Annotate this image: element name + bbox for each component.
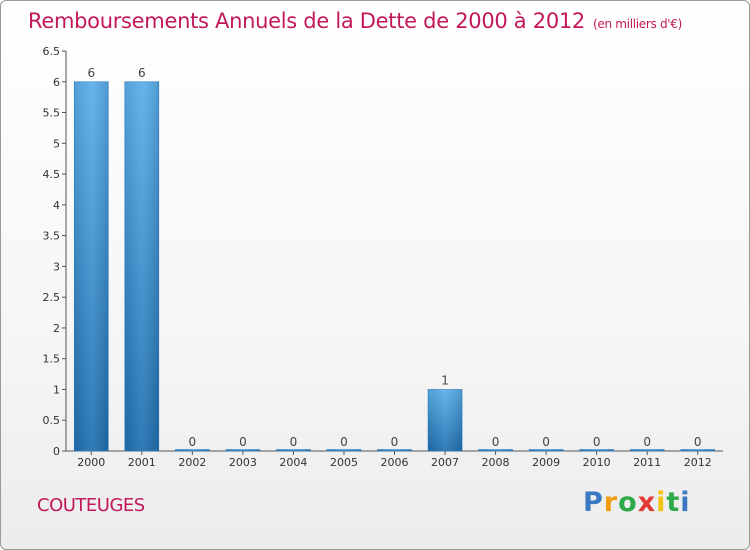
y-tick-label: 4 bbox=[53, 199, 60, 212]
bar-shade bbox=[276, 449, 311, 451]
y-tick-label: 3 bbox=[53, 260, 60, 273]
y-tick-label: 5 bbox=[53, 137, 60, 150]
bar-2003 bbox=[225, 449, 261, 452]
data-label: 6 bbox=[87, 66, 95, 80]
data-label: 0 bbox=[492, 435, 500, 449]
bar-shade bbox=[377, 449, 412, 451]
x-tick-label: 2003 bbox=[229, 456, 257, 469]
bar-shade bbox=[630, 449, 665, 451]
bar-2006 bbox=[377, 449, 412, 452]
x-tick-label: 2010 bbox=[583, 456, 611, 469]
bar-shade bbox=[326, 449, 361, 451]
y-tick-label: 2.5 bbox=[43, 291, 61, 304]
data-label: 1 bbox=[441, 373, 449, 387]
bar-2009 bbox=[528, 449, 564, 452]
x-tick-label: 2000 bbox=[77, 456, 105, 469]
chart-title: Remboursements Annuels de la Dette de 20… bbox=[28, 9, 682, 33]
x-tick-label: 2006 bbox=[381, 456, 409, 469]
data-label: 0 bbox=[593, 435, 601, 449]
logo-letter: x bbox=[637, 487, 657, 518]
y-tick-label: 1.5 bbox=[43, 353, 61, 366]
data-label: 0 bbox=[290, 435, 298, 449]
bar-2001 bbox=[124, 81, 160, 452]
data-label: 0 bbox=[542, 435, 550, 449]
logo-letter: i bbox=[656, 487, 667, 518]
x-tick-label: 2002 bbox=[178, 456, 206, 469]
logo-letter: r bbox=[603, 487, 619, 518]
x-tick-label: 2004 bbox=[279, 456, 307, 469]
bar-shade bbox=[529, 449, 564, 451]
bar-shade bbox=[175, 449, 210, 451]
logo-letter: t bbox=[666, 487, 681, 518]
y-tick-label: 6 bbox=[53, 76, 60, 89]
y-tick-label: 5.5 bbox=[43, 107, 61, 120]
y-tick-label: 0.5 bbox=[43, 414, 61, 427]
bar-2012 bbox=[680, 449, 716, 452]
bar-shade bbox=[478, 449, 513, 451]
bar-2005 bbox=[326, 449, 362, 452]
x-tick-label: 2012 bbox=[684, 456, 712, 469]
data-label: 0 bbox=[391, 435, 399, 449]
x-tick-label: 2011 bbox=[633, 456, 661, 469]
y-tick-label: 0 bbox=[53, 445, 60, 458]
proxiti-logo: Proxiti bbox=[583, 487, 691, 518]
x-tick-label: 2007 bbox=[431, 456, 459, 469]
bar-shade bbox=[124, 81, 159, 452]
data-label: 0 bbox=[340, 435, 348, 449]
data-label: 0 bbox=[239, 435, 247, 449]
data-label: 0 bbox=[189, 435, 197, 449]
data-label: 0 bbox=[694, 435, 702, 449]
bar-2002 bbox=[175, 449, 210, 452]
title-text: Remboursements Annuels de la Dette de 20… bbox=[28, 9, 585, 33]
x-tick-label: 2009 bbox=[532, 456, 560, 469]
bar-2010 bbox=[579, 449, 614, 452]
y-tick-label: 4.5 bbox=[43, 168, 61, 181]
y-tick-label: 6.5 bbox=[43, 45, 61, 58]
bar-shade bbox=[225, 449, 260, 451]
bar-2011 bbox=[629, 449, 665, 452]
commune-name: COUTEUGES bbox=[37, 495, 145, 516]
logo-letter: P bbox=[583, 487, 604, 518]
data-label: 0 bbox=[643, 435, 651, 449]
y-tick-label: 3.5 bbox=[43, 230, 61, 243]
bar-shade bbox=[680, 449, 715, 451]
bar-shade bbox=[428, 389, 463, 451]
logo-letter: i bbox=[680, 487, 691, 518]
y-tick-label: 2 bbox=[53, 322, 60, 335]
logo-letter: o bbox=[618, 487, 638, 518]
bar-shade bbox=[74, 81, 109, 452]
title-unit: (en milliers d'€) bbox=[593, 17, 683, 31]
bar-2007 bbox=[427, 389, 463, 452]
y-tick-label: 1 bbox=[53, 383, 60, 396]
data-label: 6 bbox=[138, 66, 146, 80]
x-tick-label: 2008 bbox=[482, 456, 510, 469]
bar-2004 bbox=[276, 449, 311, 452]
bar-2008 bbox=[478, 449, 513, 452]
x-tick-label: 2001 bbox=[128, 456, 156, 469]
bar-shade bbox=[579, 449, 614, 451]
x-tick-label: 2005 bbox=[330, 456, 358, 469]
bar-2000 bbox=[73, 81, 109, 452]
